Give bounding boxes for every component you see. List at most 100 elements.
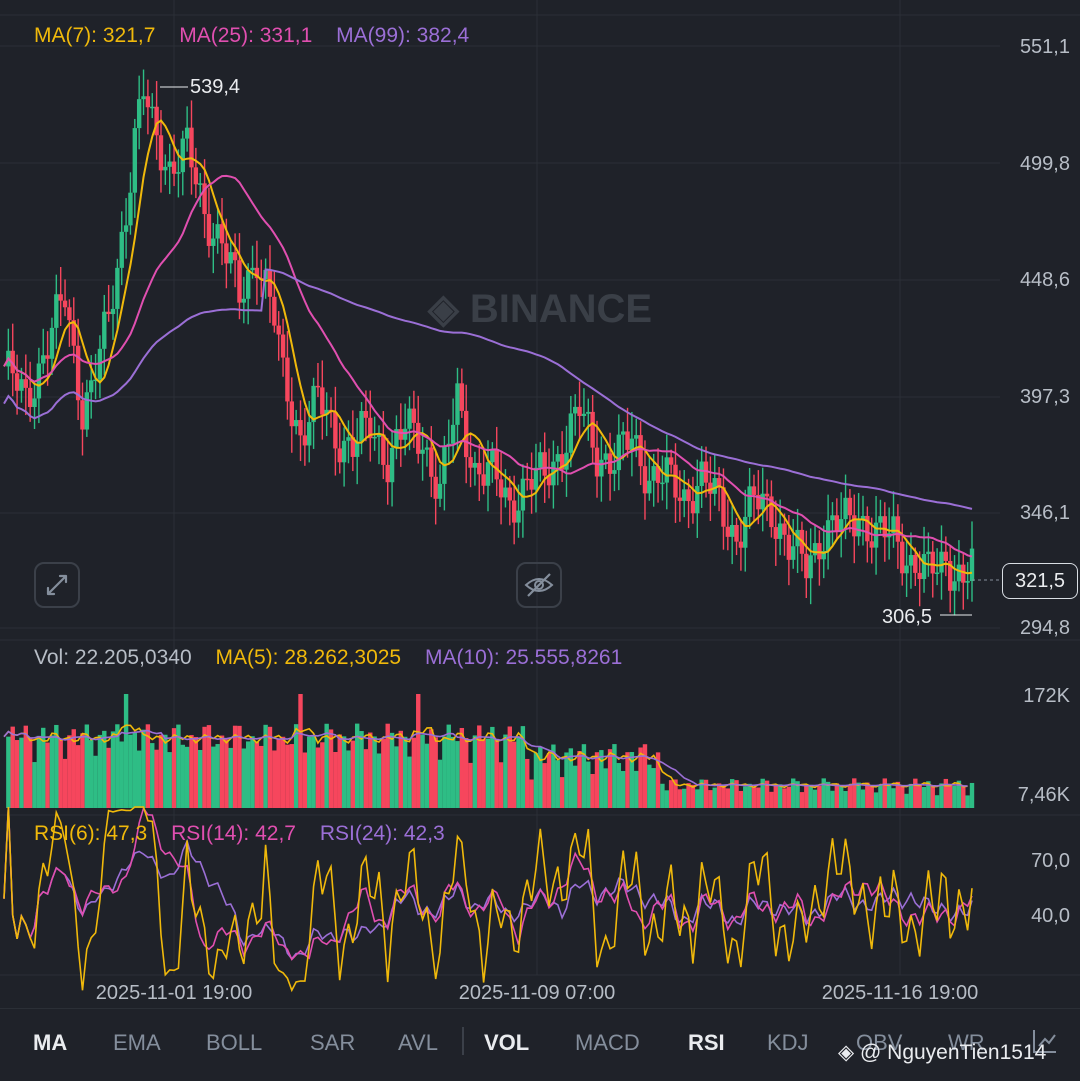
candle-body (516, 510, 521, 523)
volume-bar (764, 780, 770, 808)
volume-bar (699, 779, 704, 808)
volume-bar (298, 694, 303, 808)
volume-bar (682, 788, 687, 808)
candle-body (734, 524, 739, 542)
volume-bar (254, 741, 260, 808)
volume-bar (756, 787, 761, 808)
candle-body (594, 447, 600, 477)
toolbar-separator (462, 1027, 464, 1055)
volume-bar (895, 781, 901, 808)
candle-body (293, 420, 299, 427)
volume-bar (333, 752, 338, 808)
volume-bar (490, 726, 495, 808)
fullscreen-icon[interactable] (34, 562, 80, 608)
volume-bar (394, 746, 399, 808)
volume-bar (917, 784, 922, 808)
toolbar-boll[interactable]: BOLL (206, 1030, 263, 1055)
volume-bar (337, 734, 342, 808)
candle-body (577, 406, 582, 417)
candle-body (176, 172, 181, 174)
volume-bar (804, 784, 809, 808)
volume-bar (110, 731, 116, 808)
candle-body (607, 453, 613, 474)
volume-bar (860, 789, 866, 808)
candle-body (838, 519, 844, 532)
volume-bar (320, 742, 325, 808)
volume-bar (873, 792, 879, 808)
ma7-line (3, 119, 973, 575)
author-name: @ NguyenTien1514 (860, 1041, 1047, 1064)
candle-body (320, 387, 325, 415)
candle-body (424, 447, 430, 450)
candle-body (821, 550, 826, 560)
candle-body (921, 554, 927, 580)
toolbar-vol[interactable]: VOL (484, 1030, 530, 1055)
candle-body (119, 231, 124, 268)
volume-bar (708, 790, 713, 808)
candle-body (407, 408, 412, 429)
candle-body (150, 106, 155, 109)
volume-bar (472, 735, 478, 808)
volume-bar (293, 724, 299, 808)
volume-bar (136, 750, 142, 808)
toolbar-rsi[interactable]: RSI (688, 1030, 725, 1055)
volume-bar (716, 783, 722, 808)
candle-body (136, 99, 142, 129)
candle-body (154, 106, 159, 136)
candle-body (961, 564, 966, 583)
candle-body (738, 541, 744, 548)
toolbar-ema[interactable]: EMA (113, 1030, 161, 1055)
ma-legend: MA(7): 321,7 MA(25): 331,1 MA(99): 382,4 (34, 24, 487, 48)
volume-bar (939, 783, 944, 808)
candle-body (376, 434, 382, 437)
volume-bar (568, 748, 574, 808)
toolbar-obv[interactable]: OBV (856, 1030, 903, 1055)
price-tick: 294,8 (1019, 617, 1070, 639)
toolbar-kdj[interactable]: KDJ (767, 1030, 809, 1055)
volume-bar (163, 734, 168, 808)
hide-eye-icon[interactable] (516, 562, 562, 608)
candle-body (163, 166, 168, 171)
volume-bar (267, 726, 273, 808)
candlestick-chart[interactable]: ◈ BINANCE (0, 0, 1080, 1008)
toolbar-ma[interactable]: MA (33, 1030, 68, 1055)
rsi14-legend: RSI(14): 42,7 (171, 822, 296, 845)
volume-bar (882, 778, 887, 808)
volume-bar (695, 789, 700, 808)
volume-bar (590, 774, 595, 808)
candle-body (167, 161, 172, 167)
volume-bar (546, 753, 552, 808)
settings-icon[interactable] (1030, 1026, 1060, 1061)
toolbar-macd[interactable]: MACD (575, 1030, 640, 1055)
toolbar-sar[interactable]: SAR (310, 1030, 356, 1055)
volume-bar (27, 737, 33, 808)
candle-body (673, 464, 678, 498)
toolbar-wr[interactable]: WR (948, 1030, 985, 1055)
candle-body (603, 453, 608, 460)
candle-body (856, 520, 861, 537)
candle-body (123, 225, 129, 232)
candle-body (341, 440, 347, 463)
volume-bar (538, 746, 543, 808)
candle-body (429, 447, 434, 477)
candle-body (485, 462, 491, 486)
volume-bar (625, 752, 630, 808)
volume-bar (629, 752, 635, 808)
candle-body (337, 448, 342, 463)
candle-body (145, 96, 151, 108)
candle-body (965, 581, 970, 583)
candle-body (616, 434, 622, 471)
volume-bar (302, 752, 308, 808)
volume-bar (638, 747, 643, 808)
candle-body (952, 581, 957, 591)
candle-body (354, 441, 360, 457)
volume-bar (503, 734, 508, 808)
volume-bar (89, 740, 94, 808)
current-price-badge[interactable]: 321,5 (1002, 563, 1078, 599)
candle-body (280, 334, 286, 358)
candle-body (498, 479, 504, 498)
volume-bar (228, 747, 233, 808)
volume-legend: Vol: 22.205,0340 MA(5): 28.262,3025 MA(1… (34, 646, 640, 670)
toolbar-avl[interactable]: AVL (398, 1030, 438, 1055)
